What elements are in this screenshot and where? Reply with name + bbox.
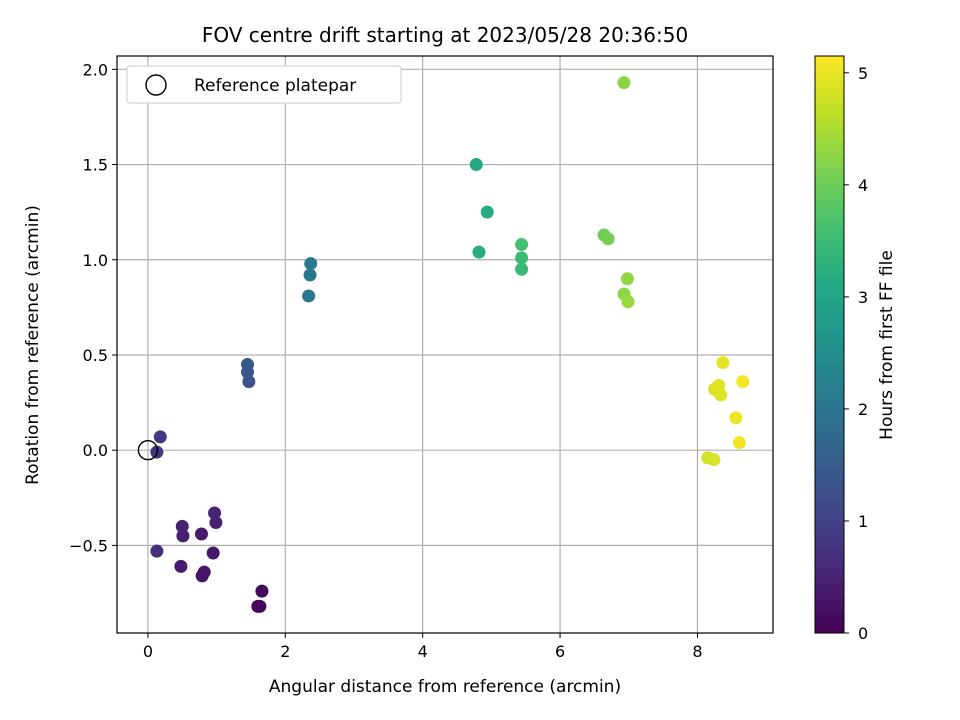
colorbar-tick-label: 5 bbox=[858, 64, 868, 83]
x-axis-ticks: 0 2 4 6 8 bbox=[143, 633, 703, 661]
scatter-point bbox=[255, 584, 269, 598]
scatter-point bbox=[150, 544, 164, 558]
legend-box bbox=[126, 65, 402, 104]
scatter-point bbox=[515, 238, 529, 252]
data-points bbox=[137, 76, 750, 613]
scatter-point bbox=[707, 453, 721, 467]
scatter-point bbox=[242, 375, 256, 389]
scatter-point bbox=[736, 375, 750, 389]
colorbar-tick-label: 3 bbox=[858, 288, 868, 307]
scatter-point bbox=[174, 559, 188, 573]
chart-title: FOV centre drift starting at 2023/05/28 … bbox=[202, 23, 688, 47]
y-tick-label: 2.0 bbox=[83, 60, 108, 79]
scatter-point bbox=[304, 257, 318, 271]
y-tick-label: −0.5 bbox=[69, 536, 108, 555]
scatter-point bbox=[208, 506, 222, 520]
scatter-point bbox=[515, 262, 529, 276]
x-axis-title: Angular distance from reference (arcmin) bbox=[269, 677, 621, 697]
legend-label: Reference platepar bbox=[194, 76, 356, 96]
x-tick-label: 2 bbox=[280, 642, 290, 661]
scatter-point bbox=[472, 245, 486, 259]
colorbar-tick-label: 1 bbox=[858, 512, 868, 531]
colorbar-tick-label: 4 bbox=[858, 176, 868, 195]
y-tick-label: 1.0 bbox=[83, 251, 108, 270]
x-tick-label: 4 bbox=[418, 642, 428, 661]
x-tick-label: 8 bbox=[692, 642, 702, 661]
grid-lines bbox=[117, 56, 773, 633]
scatter-point bbox=[714, 388, 728, 402]
scatter-point bbox=[253, 599, 267, 613]
legend-marker-open-circle bbox=[145, 74, 167, 96]
scatter-point bbox=[197, 565, 211, 579]
legend: Reference platepar bbox=[126, 65, 402, 104]
scatter-point bbox=[716, 356, 730, 370]
scatter-point bbox=[732, 436, 746, 450]
scatter-point bbox=[515, 251, 529, 265]
y-tick-label: 0.0 bbox=[83, 441, 108, 460]
y-axis-ticks: −0.5 0.0 0.5 1.0 1.5 2.0 bbox=[69, 60, 117, 555]
scatter-point bbox=[469, 158, 483, 172]
colorbar-tick-label: 2 bbox=[858, 400, 868, 419]
colorbar-title: Hours from first FF file bbox=[877, 250, 897, 440]
scatter-point bbox=[480, 205, 494, 219]
scatter-point bbox=[176, 529, 190, 543]
colorbar bbox=[814, 55, 845, 634]
scatter-point bbox=[303, 268, 317, 282]
x-tick-label: 0 bbox=[143, 642, 153, 661]
y-axis-title: Rotation from reference (arcmin) bbox=[23, 205, 43, 485]
reference-platepar-marker bbox=[137, 439, 159, 461]
scatter-point bbox=[302, 289, 316, 303]
scatter-point bbox=[601, 232, 615, 246]
colorbar-ticks: 0 1 2 3 4 5 bbox=[844, 64, 868, 643]
scatter-point bbox=[175, 519, 189, 533]
scatter-point bbox=[209, 516, 223, 530]
scatter-point bbox=[153, 430, 167, 444]
scatter-point bbox=[617, 76, 631, 90]
scatter-point bbox=[194, 527, 208, 541]
scatter-point bbox=[729, 411, 743, 425]
scatter-point bbox=[620, 272, 634, 286]
y-tick-label: 1.5 bbox=[83, 156, 108, 175]
x-tick-label: 6 bbox=[555, 642, 565, 661]
scatter-point bbox=[206, 546, 220, 560]
y-tick-label: 0.5 bbox=[83, 346, 108, 365]
plot-frame bbox=[116, 55, 774, 634]
scatter-point bbox=[621, 295, 635, 309]
scatter-point bbox=[241, 357, 255, 371]
colorbar-tick-label: 0 bbox=[858, 624, 868, 643]
